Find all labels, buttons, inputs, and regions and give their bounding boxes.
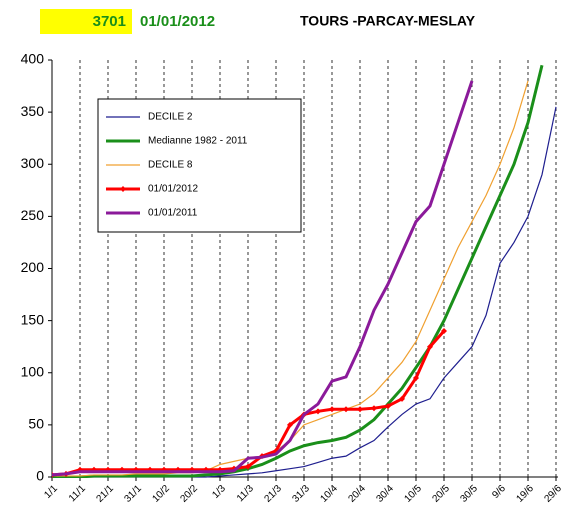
series-line	[52, 80, 474, 477]
legend-marker	[120, 186, 126, 192]
marker	[441, 328, 447, 335]
marker	[245, 463, 251, 470]
x-tick-label: 11/3	[235, 483, 256, 504]
series-line	[52, 64, 544, 478]
x-tick-label: 11/1	[67, 483, 88, 504]
legend-label: 01/01/2011	[148, 208, 198, 219]
y-tick-label: 50	[28, 416, 44, 432]
x-tick-label: 20/4	[346, 483, 368, 505]
chart-title: TOURS -PARCAY-MESLAY	[300, 13, 476, 29]
x-tick-label: 19/6	[514, 483, 536, 505]
legend-label: DECILE 8	[148, 160, 193, 171]
legend-label: 01/01/2012	[148, 184, 198, 195]
x-tick-label: 20/2	[178, 483, 200, 505]
x-tick-label: 21/1	[94, 483, 116, 505]
marker	[329, 406, 335, 413]
x-tick-label: 30/5	[458, 483, 480, 505]
code-box	[40, 9, 132, 34]
y-tick-label: 150	[21, 311, 45, 327]
x-tick-label: 10/2	[150, 483, 172, 505]
legend-label: DECILE 2	[148, 112, 193, 123]
x-tick-label: 31/3	[290, 483, 312, 505]
x-tick-label: 1/1	[42, 483, 60, 501]
marker	[287, 421, 293, 428]
y-tick-label: 300	[21, 155, 45, 171]
marker	[399, 395, 405, 402]
x-tick-label: 29/6	[542, 483, 561, 505]
y-tick-label: 250	[21, 207, 45, 223]
x-tick-label: 31/1	[122, 483, 144, 505]
legend-label: Medianne 1982 - 2011	[148, 136, 248, 147]
marker	[343, 406, 349, 413]
marker	[357, 406, 363, 413]
marker	[427, 343, 433, 350]
x-tick-label: 21/3	[262, 483, 284, 505]
x-tick-label: 9/6	[490, 483, 508, 501]
x-tick-label: 10/5	[402, 483, 424, 505]
x-tick-label: 30/4	[374, 483, 396, 505]
y-tick-label: 350	[21, 103, 45, 119]
code: 3701	[93, 13, 126, 30]
x-tick-label: 1/3	[210, 483, 228, 501]
plot-area	[52, 64, 557, 478]
marker	[385, 403, 391, 410]
x-tick-label: 20/5	[430, 483, 452, 505]
y-tick-label: 100	[21, 363, 45, 379]
date: 01/01/2012	[140, 13, 215, 30]
y-tick-label: 400	[21, 51, 45, 67]
marker	[413, 374, 419, 381]
x-tick-label: 10/4	[318, 483, 340, 505]
y-tick-label: 200	[21, 259, 45, 275]
y-tick-label: 0	[36, 468, 44, 484]
marker	[371, 405, 377, 412]
marker	[315, 408, 321, 415]
